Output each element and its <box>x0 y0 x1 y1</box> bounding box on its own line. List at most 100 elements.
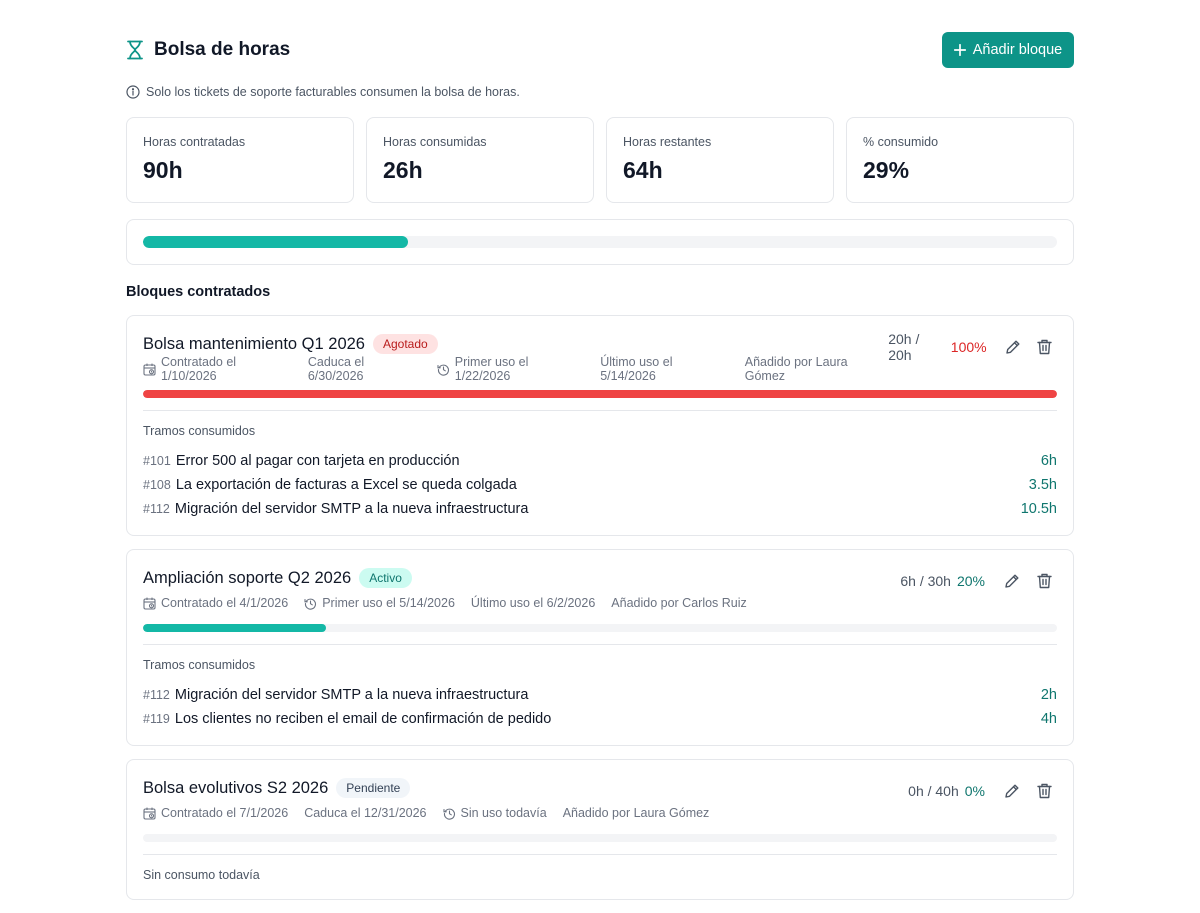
block-progress-track <box>143 834 1057 842</box>
pencil-icon <box>1005 339 1021 355</box>
calendar-icon <box>143 807 156 820</box>
block-name: Bolsa mantenimiento Q1 2026 <box>143 334 365 353</box>
block-usage: 6h / 30h 20% <box>900 568 1057 594</box>
list-item[interactable]: #119 Los clientes no reciben el email de … <box>143 707 1057 731</box>
entries-list: #101 Error 500 al pagar con tarjeta en pr… <box>143 449 1057 535</box>
entry-hours: 6h <box>1040 453 1057 469</box>
meta-added-by-text: Añadido por Laura Gómez <box>744 355 848 383</box>
entry-left: #119 Los clientes no reciben el email de … <box>143 711 551 727</box>
edit-block-button[interactable] <box>999 568 1025 594</box>
block-info: Bolsa mantenimiento Q1 2026 Agotado Cont… <box>143 333 888 383</box>
meta-expires: Caduca el 12/31/2026 <box>304 806 426 820</box>
page-title: Bolsa de horas <box>154 39 291 60</box>
meta-contracted: Contratado el 1/10/2026 <box>143 355 292 383</box>
overall-progress-track <box>143 236 1057 248</box>
block-header: Bolsa mantenimiento Q1 2026 Agotado Cont… <box>143 316 1057 383</box>
meta-contracted: Contratado el 4/1/2026 <box>143 596 288 610</box>
divider <box>143 410 1057 411</box>
stat-label: % consumido <box>863 135 939 149</box>
list-item[interactable]: #112 Migración del servidor SMTP a la nue… <box>143 497 1057 521</box>
stat-card-percent: % consumido 29% <box>846 117 1074 203</box>
usage-ratio: 6h / 30h <box>900 573 951 589</box>
usage-percent: 20% <box>956 573 985 589</box>
edit-block-button[interactable] <box>1001 334 1026 360</box>
block-usage: 20h / 20h 100% <box>888 331 1057 363</box>
ticket-title: Los clientes no reciben el email de conf… <box>174 711 552 727</box>
stats-row: Horas contratadas 90h Horas consumidas 2… <box>126 117 1074 203</box>
list-item[interactable]: #112 Migración del servidor SMTP a la nue… <box>143 683 1057 707</box>
stat-value: 90h <box>143 157 183 183</box>
block-info: Ampliación soporte Q2 2026 Activo Contra… <box>143 567 747 611</box>
entry-hours: 2h <box>1040 687 1057 703</box>
entries-list: #112 Migración del servidor SMTP a la nue… <box>143 683 1057 745</box>
meta-added-by: Añadido por Laura Gómez <box>563 806 710 820</box>
meta-first-use-text: Primer uso el 5/14/2026 <box>322 596 455 610</box>
meta-last-use-text: Último uso el 5/14/2026 <box>600 355 673 383</box>
hourglass-icon <box>126 40 144 60</box>
meta-expires-text: Caduca el 6/30/2026 <box>307 355 365 383</box>
block-card: Ampliación soporte Q2 2026 Activo Contra… <box>126 549 1074 746</box>
status-badge: Pendiente <box>336 778 411 798</box>
page-header: Bolsa de horas Añadir bloque <box>126 32 1074 68</box>
block-progress <box>143 624 1057 632</box>
block-progress-fill <box>143 624 326 632</box>
block-card: Bolsa evolutivos S2 2026 Pendiente Contr… <box>126 759 1074 900</box>
tramos-title: Tramos consumidos <box>143 424 256 438</box>
divider <box>143 854 1057 855</box>
meta-added-by-text: Añadido por Laura Gómez <box>562 806 710 820</box>
delete-block-button[interactable] <box>1031 568 1057 594</box>
list-item[interactable]: #101 Error 500 al pagar con tarjeta en pr… <box>143 449 1057 473</box>
block-header: Bolsa evolutivos S2 2026 Pendiente Contr… <box>143 760 1057 821</box>
block-progress <box>143 390 1057 398</box>
block-name-row: Bolsa evolutivos S2 2026 Pendiente <box>143 777 709 799</box>
usage-ratio: 20h / 20h <box>888 331 920 363</box>
entry-left: #112 Migración del servidor SMTP a la nue… <box>143 687 528 703</box>
stat-card-remaining: Horas restantes 64h <box>606 117 834 203</box>
block-usage: 0h / 40h 0% <box>908 778 1057 804</box>
add-block-button[interactable]: Añadir bloque <box>942 32 1074 68</box>
ticket-number: #119 <box>143 712 170 726</box>
block-progress <box>143 834 1057 842</box>
trash-icon <box>1036 783 1052 799</box>
usage-ratio: 0h / 40h <box>908 783 959 799</box>
pencil-icon <box>1004 573 1020 589</box>
entry-hours: 4h <box>1040 711 1057 727</box>
overall-progress-fill <box>143 236 409 248</box>
block-name-row: Bolsa mantenimiento Q1 2026 Agotado <box>143 333 888 355</box>
calendar-icon <box>143 597 156 610</box>
stat-value: 29% <box>863 157 910 183</box>
meta-expires-text: Caduca el 12/31/2026 <box>304 806 427 820</box>
block-name-row: Ampliación soporte Q2 2026 Activo <box>143 567 747 589</box>
meta-expires: Caduca el 6/30/2026 <box>308 355 421 383</box>
delete-block-button[interactable] <box>1031 778 1057 804</box>
pencil-icon <box>1004 783 1020 799</box>
entry-left: #108 La exportación de facturas a Excel s… <box>143 477 517 493</box>
entry-left: #112 Migración del servidor SMTP a la nue… <box>143 501 528 517</box>
plus-icon <box>953 44 966 56</box>
stat-label: Horas consumidas <box>383 135 487 149</box>
stat-label: Horas restantes <box>623 135 712 149</box>
edit-block-button[interactable] <box>999 778 1025 804</box>
usage-percent: 0% <box>964 783 985 799</box>
calendar-icon <box>143 363 156 376</box>
title-wrap: Bolsa de horas <box>126 39 290 61</box>
meta-first-use: Primer uso el 5/14/2026 <box>304 596 455 610</box>
meta-last-use-text: Último uso el 6/2/2026 <box>470 596 596 610</box>
stat-label: Horas contratadas <box>143 135 246 149</box>
usage-percent: 100% <box>950 339 987 355</box>
trash-icon <box>1037 339 1052 355</box>
history-icon <box>437 363 450 376</box>
blocks-section-title: Bloques contratados <box>126 284 271 300</box>
meta-added-by: Añadido por Carlos Ruiz <box>611 596 747 610</box>
block-progress-fill <box>143 390 1057 398</box>
list-item[interactable]: #108 La exportación de facturas a Excel s… <box>143 473 1057 497</box>
overall-progress-card <box>126 219 1074 265</box>
block-name: Bolsa evolutivos S2 2026 <box>143 778 329 797</box>
stat-value: 64h <box>623 157 663 183</box>
status-badge: Activo <box>359 568 412 588</box>
block-meta: Contratado el 4/1/2026 Primer uso el 5/1… <box>143 595 747 611</box>
ticket-title: Error 500 al pagar con tarjeta en produc… <box>175 453 460 469</box>
ticket-number: #112 <box>143 502 170 516</box>
delete-block-button[interactable] <box>1032 334 1057 360</box>
ticket-number: #112 <box>143 688 170 702</box>
